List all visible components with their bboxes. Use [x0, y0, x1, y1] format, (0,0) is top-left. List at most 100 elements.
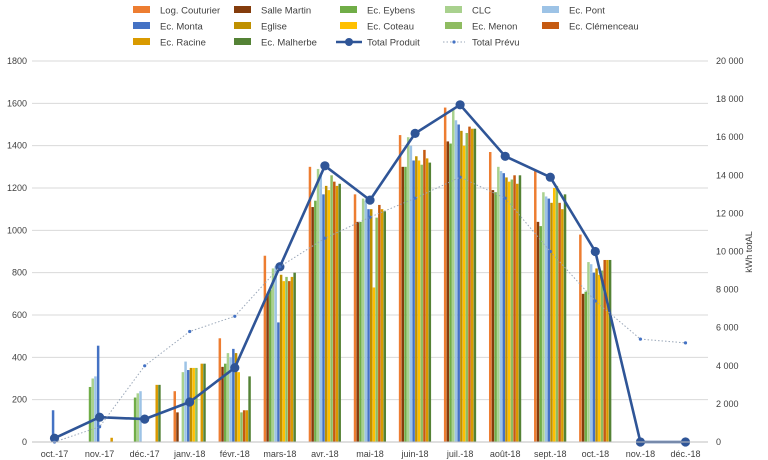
bar — [316, 168, 320, 442]
bar — [499, 171, 503, 442]
y-tick-label: 1000 — [7, 225, 27, 235]
bar — [359, 221, 362, 442]
x-tick-label: avr.-18 — [311, 449, 339, 459]
bar — [353, 194, 357, 442]
bar — [552, 188, 556, 442]
legend-swatch — [133, 6, 150, 13]
bar — [462, 145, 466, 443]
total-prevu-point — [278, 265, 282, 269]
bar — [378, 204, 381, 442]
legend: Log. Couturier Salle Martin Ec. Eybens CLC E… — [133, 6, 639, 49]
y2-tick-label: 0 — [716, 437, 721, 447]
total-produit-point — [545, 172, 555, 182]
legend-swatch-marker — [452, 40, 456, 44]
y-tick-label: 400 — [12, 352, 27, 362]
y2-tick-label: 10 000 — [716, 247, 744, 257]
bar — [443, 107, 447, 442]
legend-label: Ec. Coteau — [367, 22, 414, 33]
total-produit-point — [185, 397, 195, 407]
bar — [173, 391, 176, 442]
legend-swatch — [133, 38, 150, 45]
bar — [550, 202, 553, 442]
bars — [51, 107, 612, 443]
y2-tick-label: 18 000 — [716, 94, 744, 104]
x-tick-label: déc.-18 — [670, 449, 700, 459]
bar — [581, 293, 585, 442]
bar — [502, 173, 505, 442]
legend-swatch — [340, 22, 357, 29]
legend-label: Ec. Monta — [160, 22, 203, 33]
bar — [277, 322, 280, 442]
bar — [282, 281, 286, 442]
total-produit-point — [410, 128, 420, 138]
y2-tick-label: 14 000 — [716, 170, 744, 180]
bar — [333, 181, 336, 442]
bar — [200, 363, 204, 442]
bar — [226, 353, 230, 442]
bar — [473, 128, 477, 443]
total-prevu-point — [593, 299, 597, 303]
bar — [547, 198, 551, 442]
x-tick-label: juil.-18 — [446, 449, 474, 459]
bar — [367, 209, 370, 442]
bar — [460, 130, 463, 442]
y-tick-label: 0 — [22, 437, 27, 447]
total-produit-point — [320, 161, 330, 171]
bar — [266, 293, 269, 442]
bar — [534, 171, 537, 442]
total-produit-point — [590, 246, 600, 257]
y-tick-label: 800 — [12, 268, 27, 278]
bar — [404, 166, 407, 442]
x-tick-label: déc.-17 — [130, 449, 160, 459]
total-produit-point — [230, 363, 240, 373]
y-tick-label: 1200 — [7, 183, 27, 193]
y2-tick-label: 12 000 — [716, 208, 744, 218]
bar — [544, 196, 548, 442]
legend-label: CLC — [472, 6, 491, 17]
bar — [364, 200, 368, 442]
y-tick-label: 1400 — [7, 141, 27, 151]
bar — [423, 149, 426, 442]
legend-label: Total Prévu — [472, 38, 520, 49]
bar — [558, 202, 561, 442]
legend-swatch — [445, 6, 462, 13]
legend-label: Salle Martin — [261, 6, 311, 17]
total-prevu-point — [683, 341, 688, 345]
bar — [94, 376, 97, 442]
total-produit-point — [455, 100, 465, 110]
bar — [417, 160, 421, 443]
legend-label: Eglise — [261, 22, 287, 33]
bar — [372, 287, 376, 442]
x-tick-label: nov.-18 — [626, 449, 655, 459]
axes: 0 200 400 600 800 1000 1200 1400 1600 1800 0 2 000 4… — [7, 56, 744, 459]
x-tick-label: févr.-18 — [220, 449, 250, 459]
bar — [579, 234, 582, 442]
legend-label: Ec. Menon — [472, 22, 517, 33]
bar — [598, 274, 601, 442]
total-prevu-point — [98, 425, 102, 429]
bar — [91, 378, 94, 442]
total-prevu-point — [323, 236, 327, 240]
bar — [468, 126, 471, 443]
bar — [542, 192, 545, 442]
bar — [361, 198, 365, 442]
bar — [279, 274, 283, 442]
total-prevu-point — [143, 364, 147, 368]
bar — [449, 143, 452, 443]
legend-swatch — [234, 38, 251, 45]
bar — [176, 412, 179, 442]
total-produit-point — [140, 414, 150, 424]
legend-swatch — [234, 6, 251, 13]
bar — [181, 372, 185, 442]
bar — [510, 179, 514, 442]
legend-swatch — [340, 6, 357, 13]
y-tick-label: 1600 — [7, 98, 27, 108]
bar — [603, 259, 606, 442]
bar — [290, 276, 294, 442]
bar — [51, 410, 55, 442]
bar — [370, 209, 373, 442]
legend-label: Ec. Racine — [160, 38, 206, 49]
bar — [383, 211, 387, 442]
bar — [507, 181, 511, 442]
